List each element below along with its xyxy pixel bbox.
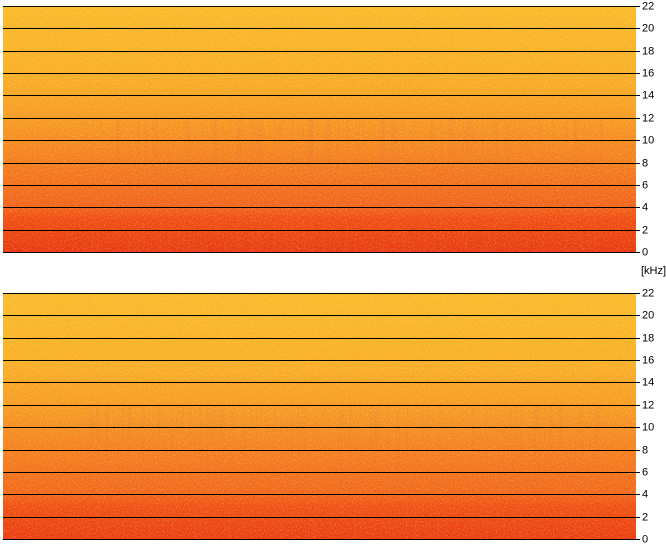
spectrogram-grain (3, 6, 636, 252)
spectrogram-grain (3, 293, 636, 539)
y-tick-label: 12 (642, 112, 654, 124)
y-tick-label: 2 (642, 511, 648, 523)
y-tick-label: 18 (642, 45, 654, 57)
y-tick-label: 14 (642, 89, 654, 101)
y-tick-label: 22 (642, 287, 654, 299)
y-tick-label: 4 (642, 488, 648, 500)
y-tick-label: 8 (642, 157, 648, 169)
y-tick-label: 20 (642, 309, 654, 321)
y-tick-label: 10 (642, 421, 654, 433)
y-tick-label: 0 (642, 533, 648, 545)
y-tick-label: 10 (642, 134, 654, 146)
y-tick-label: 16 (642, 354, 654, 366)
y-tick-label: 12 (642, 399, 654, 411)
y-axis-unit: [kHz] (641, 265, 666, 277)
y-tick-label: 6 (642, 466, 648, 478)
y-tick-label: 4 (642, 201, 648, 213)
y-tick-label: 18 (642, 332, 654, 344)
y-tick-label: 0 (642, 246, 648, 258)
y-tick-label: 16 (642, 67, 654, 79)
y-tick-label: 22 (642, 0, 654, 12)
y-tick-label: 6 (642, 179, 648, 191)
y-tick-label: 8 (642, 444, 648, 456)
y-tick-label: 20 (642, 22, 654, 34)
y-tick-label: 14 (642, 376, 654, 388)
y-tick-label: 2 (642, 224, 648, 236)
